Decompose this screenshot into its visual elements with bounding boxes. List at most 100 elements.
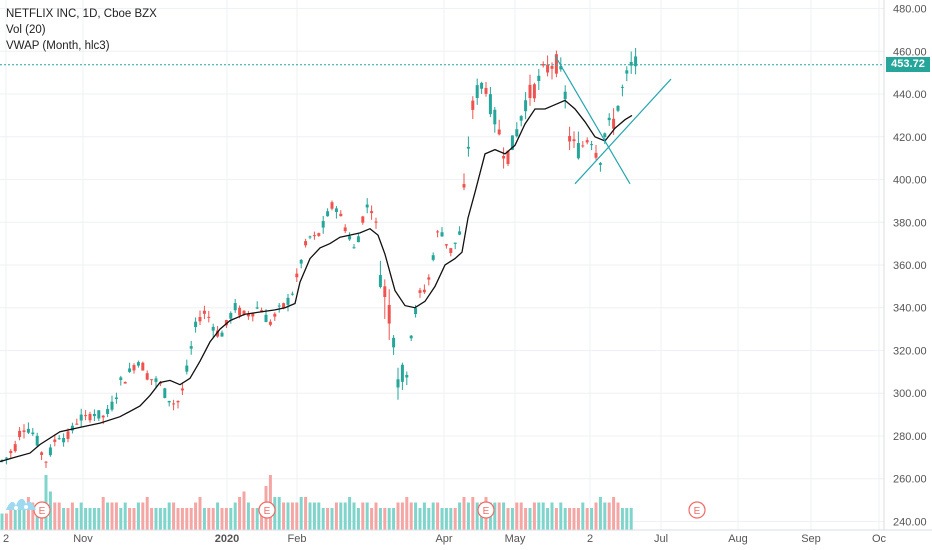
volume-bar: [172, 502, 176, 530]
volume-bar: [444, 508, 448, 530]
candle-body: [145, 373, 149, 380]
trendlines[interactable]: [554, 55, 672, 185]
time-axis-label: Aug: [728, 533, 748, 545]
volume-bar: [356, 508, 360, 530]
candle-body: [607, 117, 611, 121]
candle-body: [330, 202, 334, 209]
volume-bar: [242, 491, 246, 530]
volume-bar: [572, 508, 576, 530]
volume-bar: [13, 508, 17, 530]
volume-bar: [101, 497, 105, 530]
vwap-indicator-label[interactable]: VWAP (Month, hlc3): [6, 40, 110, 52]
candle-body: [510, 135, 514, 150]
volume-bar: [31, 502, 35, 530]
volume-bar: [198, 497, 202, 530]
candle-body: [484, 87, 488, 94]
candle-body: [154, 378, 158, 382]
candle-body: [119, 377, 123, 380]
candle-body: [290, 293, 294, 295]
candle-body: [559, 66, 563, 70]
candle-body: [634, 56, 638, 67]
candle-body: [44, 461, 48, 463]
volume-bar: [224, 508, 228, 530]
volume-bar: [365, 502, 369, 530]
volume-bar: [26, 497, 30, 530]
trendline[interactable]: [574, 78, 672, 185]
volume-bar: [546, 508, 550, 530]
candle-body: [436, 231, 440, 233]
volume-bar: [145, 497, 149, 530]
volume-bar: [392, 508, 396, 530]
candle-body: [185, 365, 189, 372]
volume-bar: [361, 502, 365, 530]
volume-bar: [4, 513, 8, 530]
volume-bar: [374, 502, 378, 530]
earnings-marker[interactable]: [688, 501, 706, 519]
earnings-marker-label: E: [694, 506, 701, 517]
volume-bar: [524, 508, 528, 530]
candle-body: [550, 65, 554, 69]
candle-body: [163, 388, 167, 398]
candle-body: [418, 290, 422, 293]
price-axis-tick: 360.00: [893, 260, 927, 272]
candle-body: [594, 152, 598, 158]
volume-bar: [97, 508, 101, 530]
candle-body: [66, 431, 70, 439]
price-axis-tick: 400.00: [893, 175, 927, 187]
candle-body: [295, 273, 299, 278]
candle-body: [18, 430, 22, 437]
volume-bar: [515, 502, 519, 530]
candle-body: [282, 303, 286, 308]
candle-body: [370, 211, 374, 214]
time-axis-label: Apr: [435, 533, 452, 545]
volume-bar: [286, 502, 290, 530]
candle-body: [598, 163, 602, 165]
volume-bar: [466, 502, 470, 530]
volume-bar: [57, 502, 61, 530]
earnings-marker[interactable]: [258, 501, 276, 519]
candle-body: [198, 317, 202, 322]
earnings-marker-label: E: [39, 506, 46, 517]
volume-indicator-label[interactable]: Vol (20): [6, 24, 46, 36]
symbol-title[interactable]: NETFLIX INC, 1D, Cboe BZX: [6, 8, 157, 20]
volume-bar: [299, 497, 303, 530]
price-axis-tick: 280.00: [893, 431, 927, 443]
candle-body: [255, 307, 259, 309]
candle-body: [158, 382, 162, 384]
candle-body: [224, 320, 228, 326]
price-axis[interactable]: 480.00 460.00 440.00 420.00 400.00 380.00 360.…: [893, 4, 927, 529]
candle-body: [286, 297, 290, 305]
volume-bar: [158, 508, 162, 530]
tradingview-logo-icon[interactable]: [4, 492, 38, 514]
candle-body: [189, 346, 193, 349]
vwap-line: [0, 99, 633, 463]
candle-body: [9, 450, 13, 454]
volume-bar: [163, 508, 167, 530]
candle-body: [480, 82, 484, 89]
candle-body: [123, 381, 127, 384]
volume-bar: [370, 508, 374, 530]
candle-body: [629, 61, 633, 66]
volume-bar: [559, 502, 563, 530]
earnings-marker[interactable]: [477, 501, 495, 519]
candle-body: [603, 133, 607, 138]
trendline[interactable]: [554, 55, 631, 185]
candle-body: [84, 415, 88, 417]
time-axis[interactable]: 2 Nov 2020 Feb Apr May 2 Jul Aug Sep Oc: [3, 533, 887, 545]
volume-bar: [396, 502, 400, 530]
candle-body: [374, 221, 378, 223]
candle-body: [251, 312, 255, 317]
candle-body: [488, 94, 492, 115]
volume-bar: [616, 502, 620, 530]
candle-body: [506, 150, 510, 164]
chart-grid: [0, 0, 884, 530]
candle-body: [519, 116, 523, 121]
candle-body: [304, 241, 308, 246]
candle-body: [563, 91, 567, 100]
volume-bar: [453, 508, 457, 530]
candle-body: [167, 400, 171, 403]
volume-bar: [519, 502, 523, 530]
volume-bar: [620, 508, 624, 530]
